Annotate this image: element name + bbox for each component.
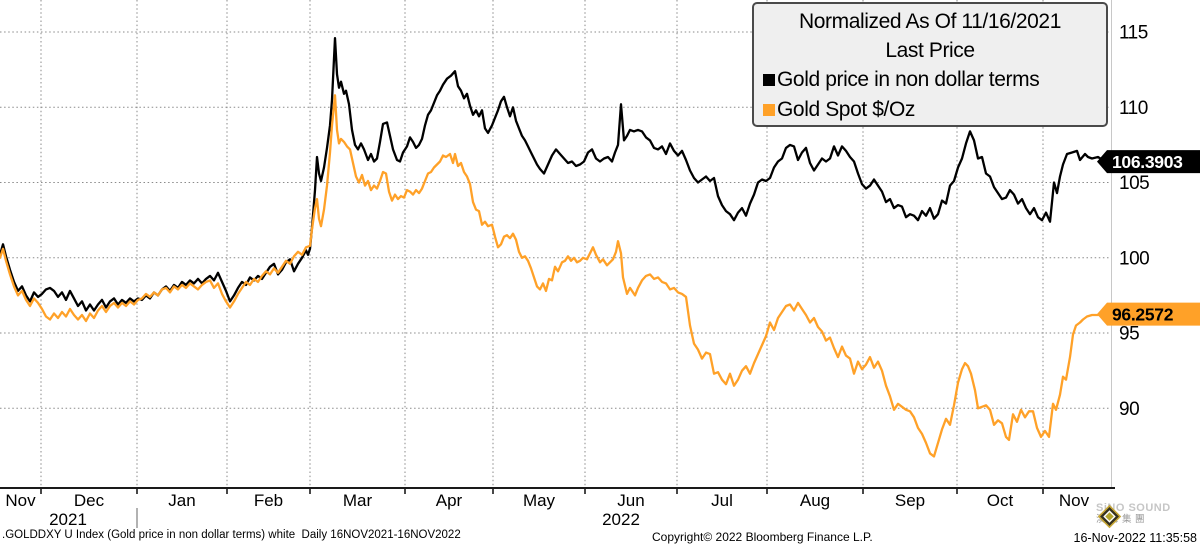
month-label: Oct <box>987 491 1014 510</box>
month-label: Aug <box>800 491 830 510</box>
y-axis-label: 105 <box>1119 173 1149 194</box>
month-label: Feb <box>254 491 283 510</box>
series-line-gold-spot <box>0 94 1107 458</box>
legend-title: Normalized As Of 11/16/2021 <box>799 10 1061 33</box>
timestamp: 16-Nov-2022 11:35:58 <box>1073 531 1197 545</box>
month-label: Mar <box>343 491 373 510</box>
sino-sound-watermark: SiNO SOUND 漢聲集團 <box>1096 502 1171 529</box>
month-label: Nov <box>5 491 36 510</box>
copyright-text: Copyright© 2022 Bloomberg Finance L.P. <box>652 530 873 544</box>
price-tag-value: 106.3903 <box>1112 152 1183 172</box>
y-axis-label: 90 <box>1119 399 1139 420</box>
month-label: Apr <box>436 491 463 510</box>
watermark-brand: SiNO SOUND <box>1096 502 1171 514</box>
series-line-gold-non-dollar <box>0 36 1107 312</box>
y-axis-label: 110 <box>1119 98 1148 119</box>
series-swatch-black <box>763 74 775 86</box>
watermark-chinese: 漢聲集團 <box>1096 514 1149 525</box>
month-label: Jul <box>711 491 733 510</box>
month-label: Nov <box>1059 491 1090 510</box>
month-label: Jun <box>617 491 644 510</box>
diamond-logo-icon <box>1097 504 1122 529</box>
price-tag-value: 96.2572 <box>1112 305 1174 325</box>
series-swatch-amber <box>763 104 775 116</box>
month-label: Jan <box>168 491 195 510</box>
y-axis-label: 100 <box>1119 248 1149 269</box>
price-tag-non-dollar <box>1097 150 1200 174</box>
legend-item-label: Gold Spot $/Oz <box>777 98 915 121</box>
legend-item-non-dollar-gold[interactable]: Gold price in non dollar terms <box>754 65 1106 95</box>
security-description: .GOLDDXY U Index (Gold price in non doll… <box>2 529 461 541</box>
legend-item-gold-spot[interactable]: Gold Spot $/Oz <box>754 95 1106 125</box>
y-axis-label: 115 <box>1119 23 1148 44</box>
year-label: 2022 <box>602 510 640 529</box>
chart-legend[interactable]: Normalized As Of 11/16/2021 Last Price G… <box>752 2 1108 127</box>
month-label: Sep <box>895 491 925 510</box>
month-label: Dec <box>74 491 105 510</box>
y-axis-label: 95 <box>1119 324 1139 345</box>
year-label: 2021 <box>49 510 87 529</box>
legend-subtitle: Last Price <box>885 39 975 62</box>
legend-item-label: Gold price in non dollar terms <box>777 68 1040 91</box>
month-label: May <box>523 491 556 510</box>
price-tag-gold-spot <box>1097 302 1200 326</box>
